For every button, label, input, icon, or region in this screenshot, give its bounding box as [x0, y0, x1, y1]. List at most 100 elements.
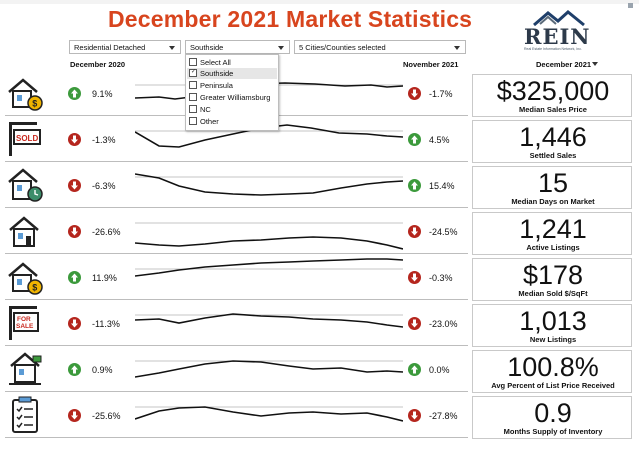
arrow-up-icon [408, 363, 421, 376]
arrow-down-icon [408, 317, 421, 330]
option-southside[interactable]: ✓ Southside [187, 68, 277, 79]
window-control-icon[interactable] [628, 3, 633, 8]
checkbox-icon[interactable] [189, 93, 197, 101]
metric-label: Active Listings [526, 243, 580, 252]
metric-card: $178 Median Sold $/SqFt [472, 258, 632, 301]
arrow-down-icon [68, 225, 81, 238]
arrow-up-icon [68, 271, 81, 284]
arrow-up-icon [68, 87, 81, 100]
sparkline-path [135, 406, 403, 422]
month-over-month-change: 15.4% [429, 181, 455, 191]
year-over-year-change: -25.6% [92, 411, 121, 421]
option-greater-williamsburg[interactable]: Greater Williamsburg [189, 92, 270, 103]
row-divider [5, 253, 468, 254]
house-mailbox-icon [5, 348, 45, 389]
arrow-down-icon [68, 409, 81, 422]
svg-text:FOR: FOR [17, 316, 31, 323]
arrow-down-icon [408, 225, 421, 238]
house-dollar-icon: $ [5, 256, 45, 297]
region-select[interactable]: Southside [185, 40, 290, 54]
metric-label: Months Supply of Inventory [503, 427, 603, 436]
row-divider [5, 161, 468, 162]
metric-value: 0.9 [534, 398, 572, 428]
svg-text:SALE: SALE [16, 323, 34, 330]
chevron-down-icon[interactable] [592, 62, 598, 66]
row-divider [5, 437, 468, 438]
region-dropdown-list[interactable]: Select All ✓ Southside Peninsula Greater … [185, 54, 279, 131]
year-over-year-change: 9.1% [92, 89, 113, 99]
checkbox-icon[interactable] [189, 81, 197, 89]
sparkline-path [135, 360, 403, 378]
arrow-down-icon [408, 87, 421, 100]
option-peninsula[interactable]: Peninsula [189, 80, 233, 91]
arrow-down-icon [68, 317, 81, 330]
option-label: Other [200, 117, 219, 126]
metric-row: -6.3% 15.4% [5, 164, 634, 205]
end-period-label: November 2021 [403, 60, 459, 69]
checkbox-checked-icon[interactable]: ✓ [189, 69, 197, 77]
row-divider [5, 391, 468, 392]
for-sale-sign-icon: FOR SALE [5, 302, 45, 343]
year-over-year-change: 11.9% [92, 273, 117, 283]
start-period-label: December 2020 [70, 60, 126, 69]
rein-logo [533, 10, 585, 27]
logo-wordmark: REIN [524, 24, 591, 49]
arrow-down-icon [68, 179, 81, 192]
top-strip [0, 0, 639, 4]
house-icon [5, 210, 45, 251]
arrow-up-icon [408, 133, 421, 146]
option-label: NC [200, 105, 211, 114]
month-over-month-change: -0.3% [429, 273, 453, 283]
metric-card: 100.8% Avg Percent of List Price Received [472, 350, 632, 393]
option-nc[interactable]: NC [189, 104, 211, 115]
clipboard-checklist-icon [5, 394, 45, 435]
checkbox-icon[interactable] [189, 58, 197, 66]
house-clock-icon [5, 164, 45, 205]
metric-card: 1,013 New Listings [472, 304, 632, 347]
checkbox-icon[interactable] [189, 117, 197, 125]
metric-value: 1,446 [519, 122, 587, 152]
property-type-select[interactable]: Residential Detached [69, 40, 181, 54]
arrow-down-icon [68, 133, 81, 146]
option-other[interactable]: Other [189, 116, 219, 127]
metric-card: 1,446 Settled Sales [472, 120, 632, 163]
month-over-month-change: 0.0% [429, 365, 450, 375]
metric-card: 15 Median Days on Market [472, 166, 632, 209]
current-period-select[interactable]: December 2021 [536, 60, 592, 69]
trend-sparkline [135, 313, 403, 328]
metric-card: 1,241 Active Listings [472, 212, 632, 255]
metric-value: $178 [522, 260, 584, 290]
checkbox-icon[interactable] [189, 105, 197, 113]
house-dollar-icon: $ [5, 72, 45, 113]
logo-tagline: Real Estate Information Network, Inc. [524, 47, 582, 51]
month-over-month-change: -27.8% [429, 411, 458, 421]
chevron-down-icon [169, 46, 175, 50]
metric-row: 0.9% 0.0% [5, 348, 634, 389]
metric-row: $11.9% -0.3% [5, 256, 634, 297]
month-over-month-change: -1.7% [429, 89, 453, 99]
area-value: 5 Cities/Counties selected [299, 43, 386, 52]
sparkline-path [135, 258, 403, 277]
sparkline-path [135, 173, 403, 196]
row-divider [5, 207, 468, 208]
metric-row: FOR SALE -11.3% -23.0% [5, 302, 634, 343]
sparkline-path [135, 236, 403, 250]
metric-value: 1,013 [519, 306, 587, 336]
metric-label: Settled Sales [529, 151, 577, 160]
arrow-down-icon [408, 409, 421, 422]
arrow-up-icon [408, 179, 421, 192]
month-over-month-change: -23.0% [429, 319, 458, 329]
month-over-month-change: -24.5% [429, 227, 458, 237]
metric-value: 1,241 [519, 214, 587, 244]
area-select[interactable]: 5 Cities/Counties selected [294, 40, 466, 54]
svg-text:$: $ [32, 99, 37, 109]
option-select-all[interactable]: Select All [189, 57, 231, 68]
row-divider [5, 345, 468, 346]
metric-row: -25.6% -27.8% [5, 394, 634, 435]
arrow-down-icon [408, 271, 421, 284]
year-over-year-change: -26.6% [92, 227, 121, 237]
metric-label: Median Sales Price [519, 105, 587, 114]
year-over-year-change: -6.3% [92, 181, 116, 191]
metric-label: Avg Percent of List Price Received [491, 381, 615, 390]
month-over-month-change: 4.5% [429, 135, 450, 145]
